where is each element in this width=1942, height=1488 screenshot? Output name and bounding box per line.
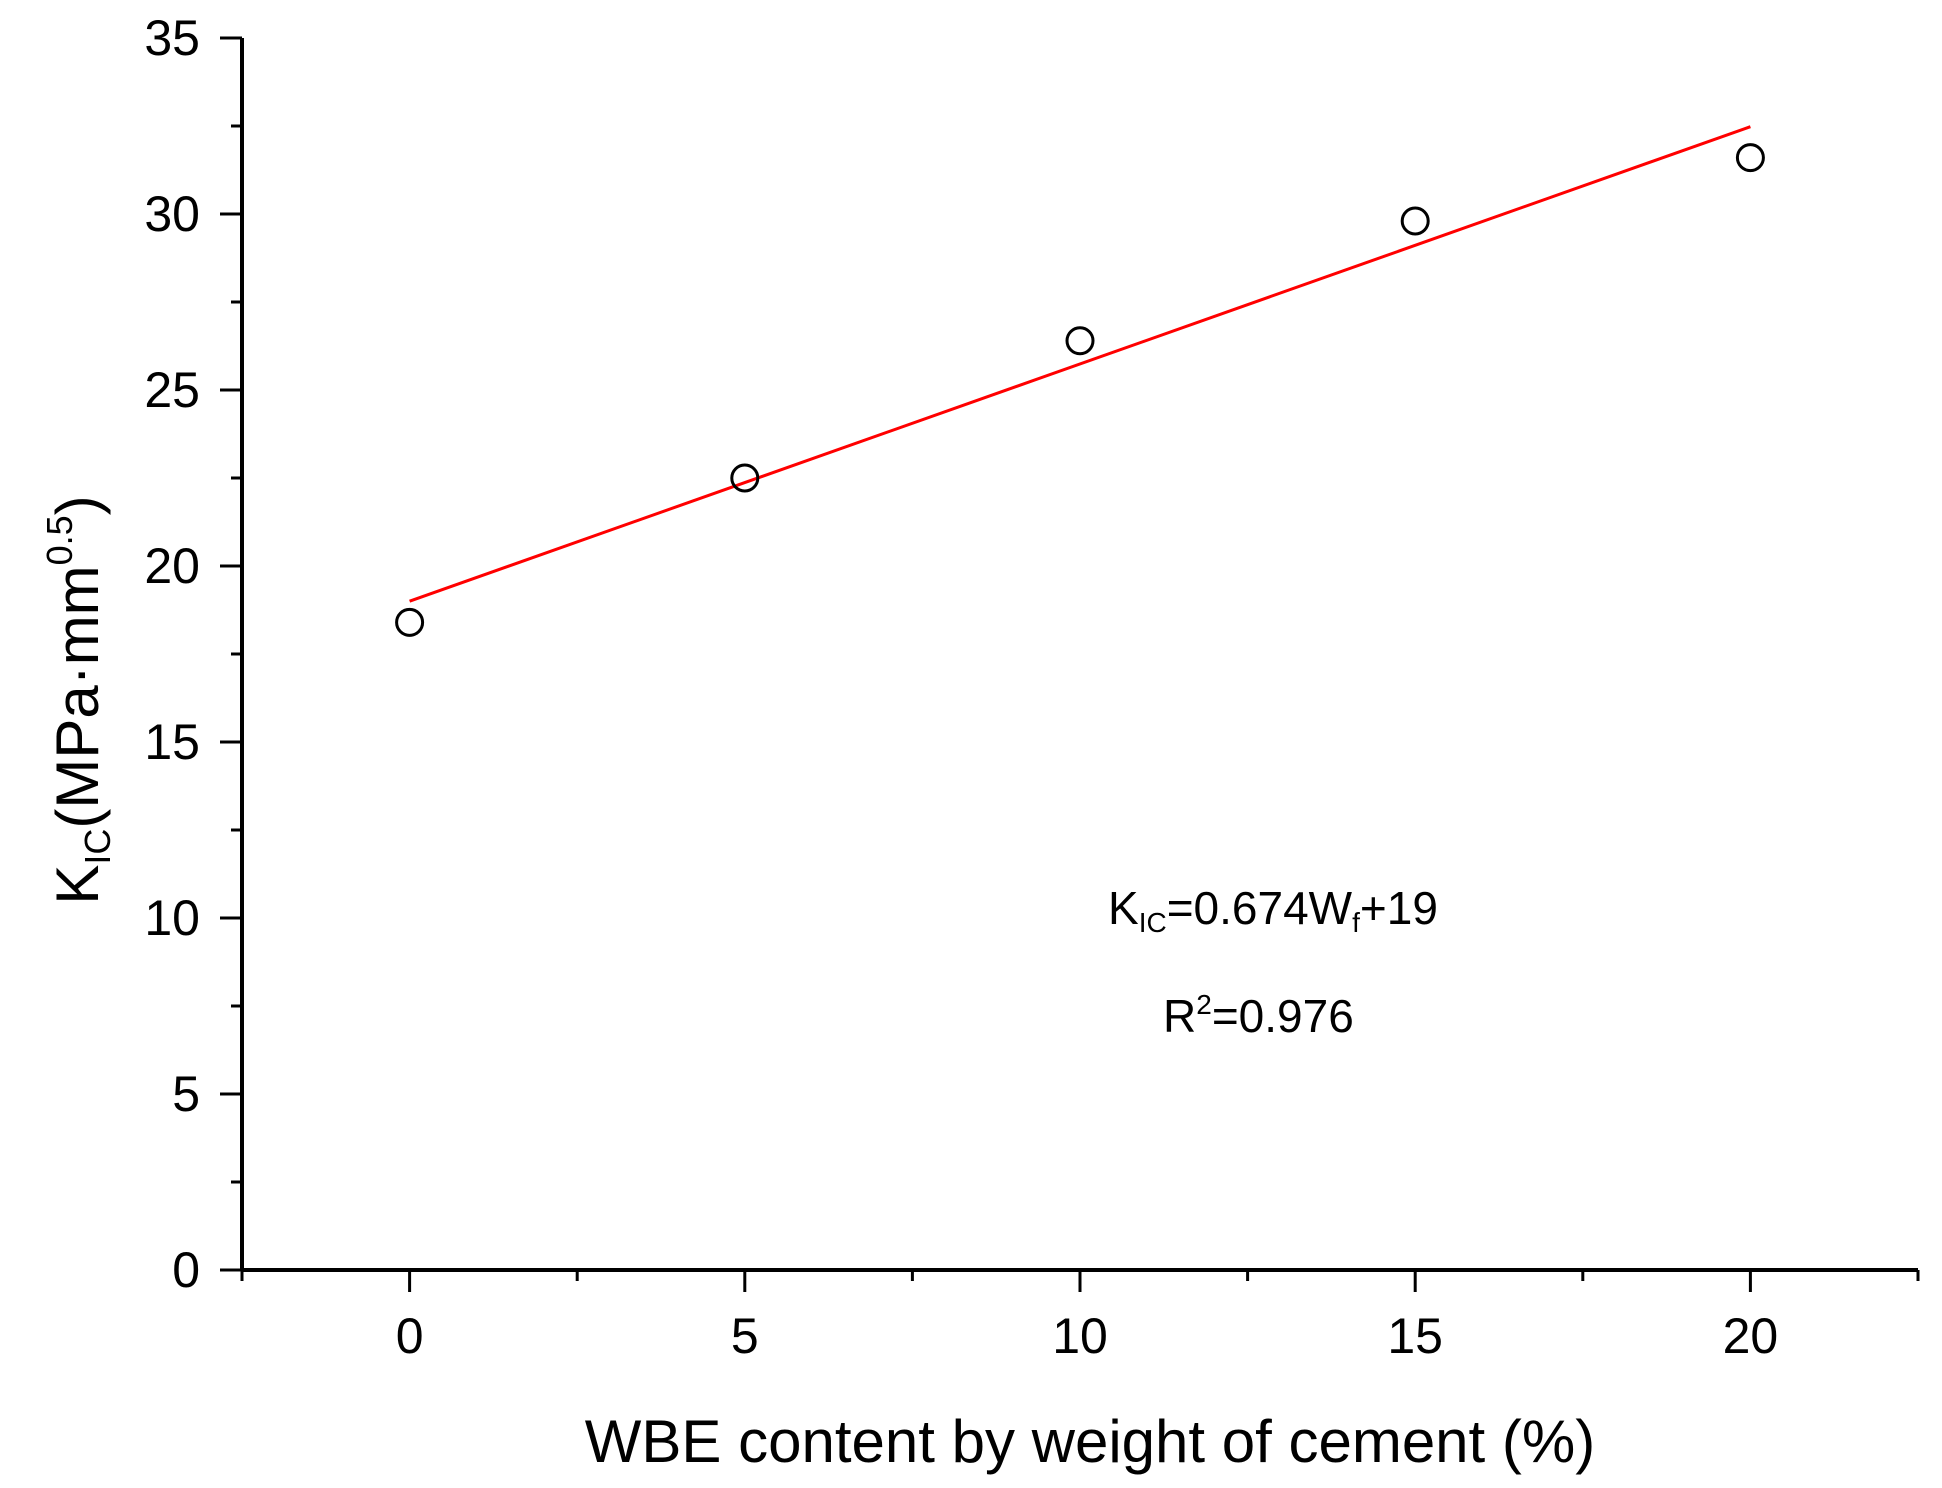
r2-r: R (1163, 990, 1196, 1042)
y-tick-label: 35 (144, 10, 200, 66)
data-point (730, 463, 760, 493)
y-axis-label: KIC(MPa·mm0.5) (39, 495, 118, 904)
y-tick-label: 30 (144, 186, 200, 242)
eq-mid: =0.674W (1167, 882, 1353, 934)
y-label-sub: IC (77, 829, 118, 865)
y-label-sup: 0.5 (39, 515, 80, 565)
eq-k: K (1108, 882, 1139, 934)
y-label-unit: (MPa·mm (44, 565, 111, 828)
x-tick-label: 0 (396, 1308, 424, 1364)
y-tick-label: 15 (144, 714, 200, 770)
eq-tail: +19 (1360, 882, 1438, 934)
y-tick-label: 25 (144, 362, 200, 418)
r2-tail: =0.976 (1212, 990, 1354, 1042)
axes (240, 38, 1918, 1272)
fit-line (409, 125, 1751, 603)
x-tick-label: 20 (1723, 1308, 1779, 1364)
fit-layer (409, 125, 1751, 603)
data-point (1065, 326, 1095, 356)
data-point (1400, 206, 1430, 236)
y-label-close: ) (44, 495, 111, 515)
x-tick-label: 5 (731, 1308, 759, 1364)
r2-sup: 2 (1196, 989, 1212, 1020)
data-points (395, 143, 1765, 637)
y-tick-label: 0 (172, 1242, 200, 1298)
data-point (1735, 143, 1765, 173)
y-tick-label: 20 (144, 538, 200, 594)
x-axis-label: WBE content by weight of cement (%) (585, 1408, 1595, 1475)
x-tick-label: 15 (1387, 1308, 1443, 1364)
y-label-main: K (44, 865, 111, 905)
eq-w-sub: f (1352, 907, 1360, 938)
fit-equation: KIC=0.674Wf+19 (1108, 882, 1438, 938)
data-point (395, 607, 425, 637)
x-tick-label: 10 (1052, 1308, 1108, 1364)
eq-k-sub: IC (1139, 907, 1167, 938)
y-tick-label: 5 (172, 1066, 200, 1122)
y-tick-label: 10 (144, 890, 200, 946)
ticks: 0 5 10 15 20 25 30 35 0 5 10 15 20 (144, 10, 1920, 1364)
r-squared: R2=0.976 (1163, 989, 1354, 1042)
